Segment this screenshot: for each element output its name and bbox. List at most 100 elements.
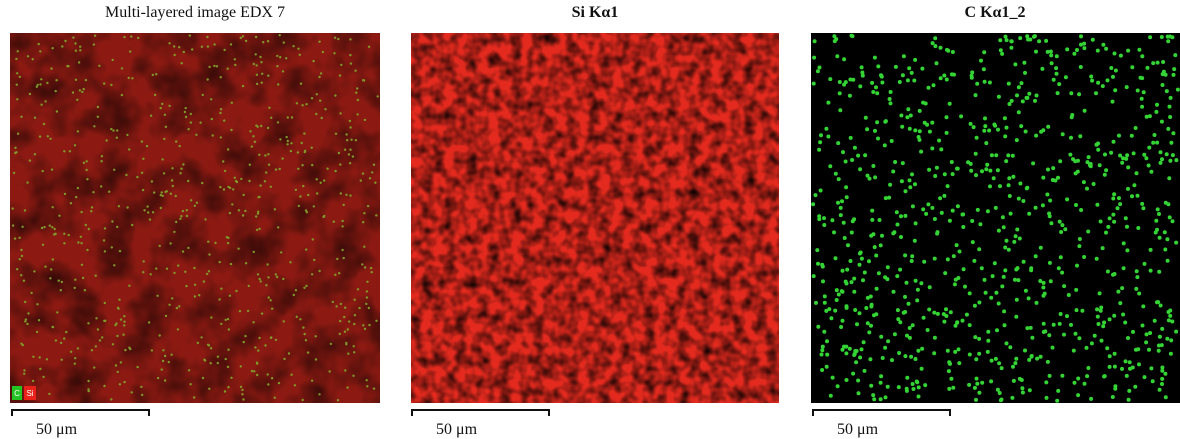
- signal-dot: [98, 65, 100, 67]
- signal-dot: [289, 261, 291, 263]
- signal-dot: [920, 67, 924, 71]
- signal-dot: [23, 369, 25, 371]
- signal-dot: [131, 224, 133, 226]
- signal-dot: [1154, 231, 1158, 235]
- signal-dot: [816, 325, 820, 329]
- signal-dot: [1025, 186, 1029, 190]
- signal-dot: [104, 227, 106, 229]
- signal-dot: [869, 384, 873, 388]
- signal-dot: [1168, 105, 1172, 109]
- signal-dot: [933, 217, 937, 221]
- signal-dot: [998, 38, 1002, 42]
- signal-dot: [166, 190, 168, 192]
- signal-dot: [1136, 194, 1140, 198]
- signal-dot: [1001, 215, 1005, 219]
- signal-dot: [249, 164, 251, 166]
- signal-dot: [918, 109, 922, 113]
- signal-dot: [1160, 120, 1164, 124]
- signal-dot: [1015, 138, 1019, 142]
- signal-dot: [813, 39, 817, 43]
- signal-dot: [903, 253, 907, 257]
- signal-dot: [338, 272, 340, 274]
- signal-dot: [950, 160, 954, 164]
- signal-dot: [997, 302, 1001, 306]
- signal-dot: [227, 237, 229, 239]
- signal-dot: [898, 268, 902, 272]
- signal-dot: [40, 104, 42, 106]
- signal-dot: [844, 80, 848, 84]
- signal-dot: [234, 177, 236, 179]
- signal-dot: [1021, 99, 1025, 103]
- signal-dot: [268, 164, 270, 166]
- signal-dot: [892, 290, 896, 294]
- signal-dot: [216, 65, 218, 67]
- signal-dot: [85, 224, 87, 226]
- signal-dot: [1169, 96, 1173, 100]
- signal-dot: [814, 193, 818, 197]
- signal-dot: [1069, 91, 1073, 95]
- signal-dot: [243, 341, 245, 343]
- signal-dot: [928, 130, 932, 134]
- signal-dot: [961, 225, 965, 229]
- signal-dot: [259, 184, 261, 186]
- signal-dot: [1045, 396, 1049, 400]
- signal-dot: [1095, 307, 1099, 311]
- signal-dot: [933, 336, 937, 340]
- signal-dot: [301, 164, 303, 166]
- signal-dot: [17, 133, 19, 135]
- signal-dot: [1158, 388, 1162, 392]
- signal-dot: [965, 313, 969, 317]
- signal-dot: [88, 228, 90, 230]
- signal-dot: [358, 307, 360, 309]
- signal-dot: [955, 243, 959, 247]
- signal-dot: [301, 104, 303, 106]
- signal-dot: [899, 114, 903, 118]
- signal-dot: [908, 336, 912, 340]
- signal-dot: [1130, 65, 1134, 69]
- signal-dot: [24, 301, 26, 303]
- signal-dot: [267, 127, 269, 129]
- signal-dot: [971, 240, 975, 244]
- signal-dot: [871, 164, 875, 168]
- panel-title: Multi-layered image EDX 7: [105, 4, 285, 21]
- signal-dot: [951, 50, 955, 54]
- signal-dot: [282, 278, 284, 280]
- signal-dot: [362, 172, 364, 174]
- signal-dot: [1056, 176, 1060, 180]
- signal-dot: [942, 74, 946, 78]
- signal-dot: [223, 188, 225, 190]
- signal-dot: [833, 39, 837, 43]
- signal-dot: [1101, 84, 1105, 88]
- signal-dot: [321, 117, 323, 119]
- signal-dot: [956, 204, 960, 208]
- signal-dot: [923, 383, 927, 387]
- signal-dot: [313, 205, 315, 207]
- signal-dot: [123, 315, 125, 317]
- signal-dot: [104, 320, 106, 322]
- signal-dot: [1000, 284, 1004, 288]
- signal-dot: [933, 36, 937, 40]
- signal-dot: [1021, 391, 1025, 395]
- signal-dot: [1048, 374, 1052, 378]
- signal-dot: [267, 383, 269, 385]
- signal-dot: [279, 138, 281, 140]
- signal-dot: [862, 340, 866, 344]
- signal-dot: [344, 369, 346, 371]
- signal-dot: [870, 218, 874, 222]
- signal-dot: [311, 97, 313, 99]
- signal-dot: [182, 210, 184, 212]
- signal-dot: [1021, 199, 1025, 203]
- signal-dot: [281, 157, 283, 159]
- signal-dot: [299, 195, 301, 197]
- signal-dot: [1160, 382, 1164, 386]
- signal-dot: [1024, 130, 1028, 134]
- signal-dot: [349, 149, 351, 151]
- signal-dot: [839, 213, 843, 217]
- signal-dot: [986, 209, 990, 213]
- signal-dot: [1111, 395, 1115, 399]
- signal-dot: [831, 376, 835, 380]
- signal-dot: [1160, 377, 1164, 381]
- signal-dot: [1049, 279, 1053, 283]
- signal-dot: [267, 153, 269, 155]
- signal-dot: [983, 80, 987, 84]
